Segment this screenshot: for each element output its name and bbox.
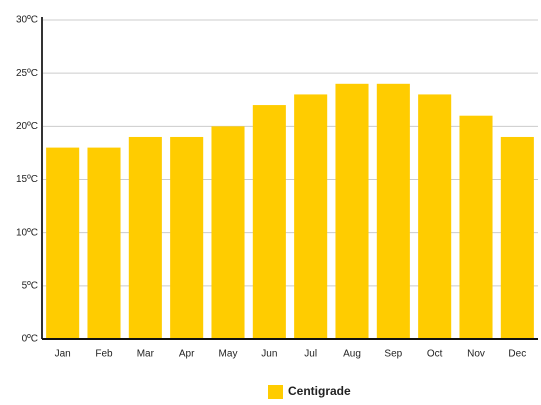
bar	[252, 105, 286, 339]
bar	[46, 147, 80, 339]
bar	[459, 115, 493, 339]
legend-swatch	[268, 385, 283, 399]
x-tick-label: Aug	[343, 349, 361, 360]
bar	[294, 94, 328, 339]
y-tick-label: 20ºC	[16, 121, 38, 132]
bar	[211, 126, 245, 339]
x-tick-label: Feb	[95, 349, 113, 360]
y-tick-label: 30ºC	[16, 15, 38, 26]
y-tick-label: 0ºC	[22, 334, 38, 345]
x-tick-label: May	[219, 349, 238, 360]
y-tick-label: 15ºC	[16, 174, 38, 185]
x-tick-label: Jul	[304, 349, 317, 360]
y-tick-label: 25ºC	[16, 68, 38, 79]
x-tick-label: Mar	[137, 349, 155, 360]
x-tick-label: Oct	[427, 349, 443, 360]
x-tick-label: Nov	[467, 349, 485, 360]
legend-text: Centigrade	[288, 384, 351, 398]
bar	[87, 147, 121, 339]
x-tick-label: Dec	[508, 349, 526, 360]
x-tick-label: Sep	[384, 349, 402, 360]
x-tick-label: Jan	[55, 349, 71, 360]
bar	[335, 83, 369, 339]
bar	[376, 83, 410, 339]
bar	[418, 94, 452, 339]
y-tick-label: 5ºC	[22, 280, 38, 291]
bar	[170, 136, 204, 339]
bar	[128, 136, 162, 339]
bar	[500, 136, 534, 339]
x-tick-label: Apr	[179, 349, 195, 360]
x-tick-label: Jun	[261, 349, 277, 360]
y-tick-label: 10ºC	[16, 227, 38, 238]
